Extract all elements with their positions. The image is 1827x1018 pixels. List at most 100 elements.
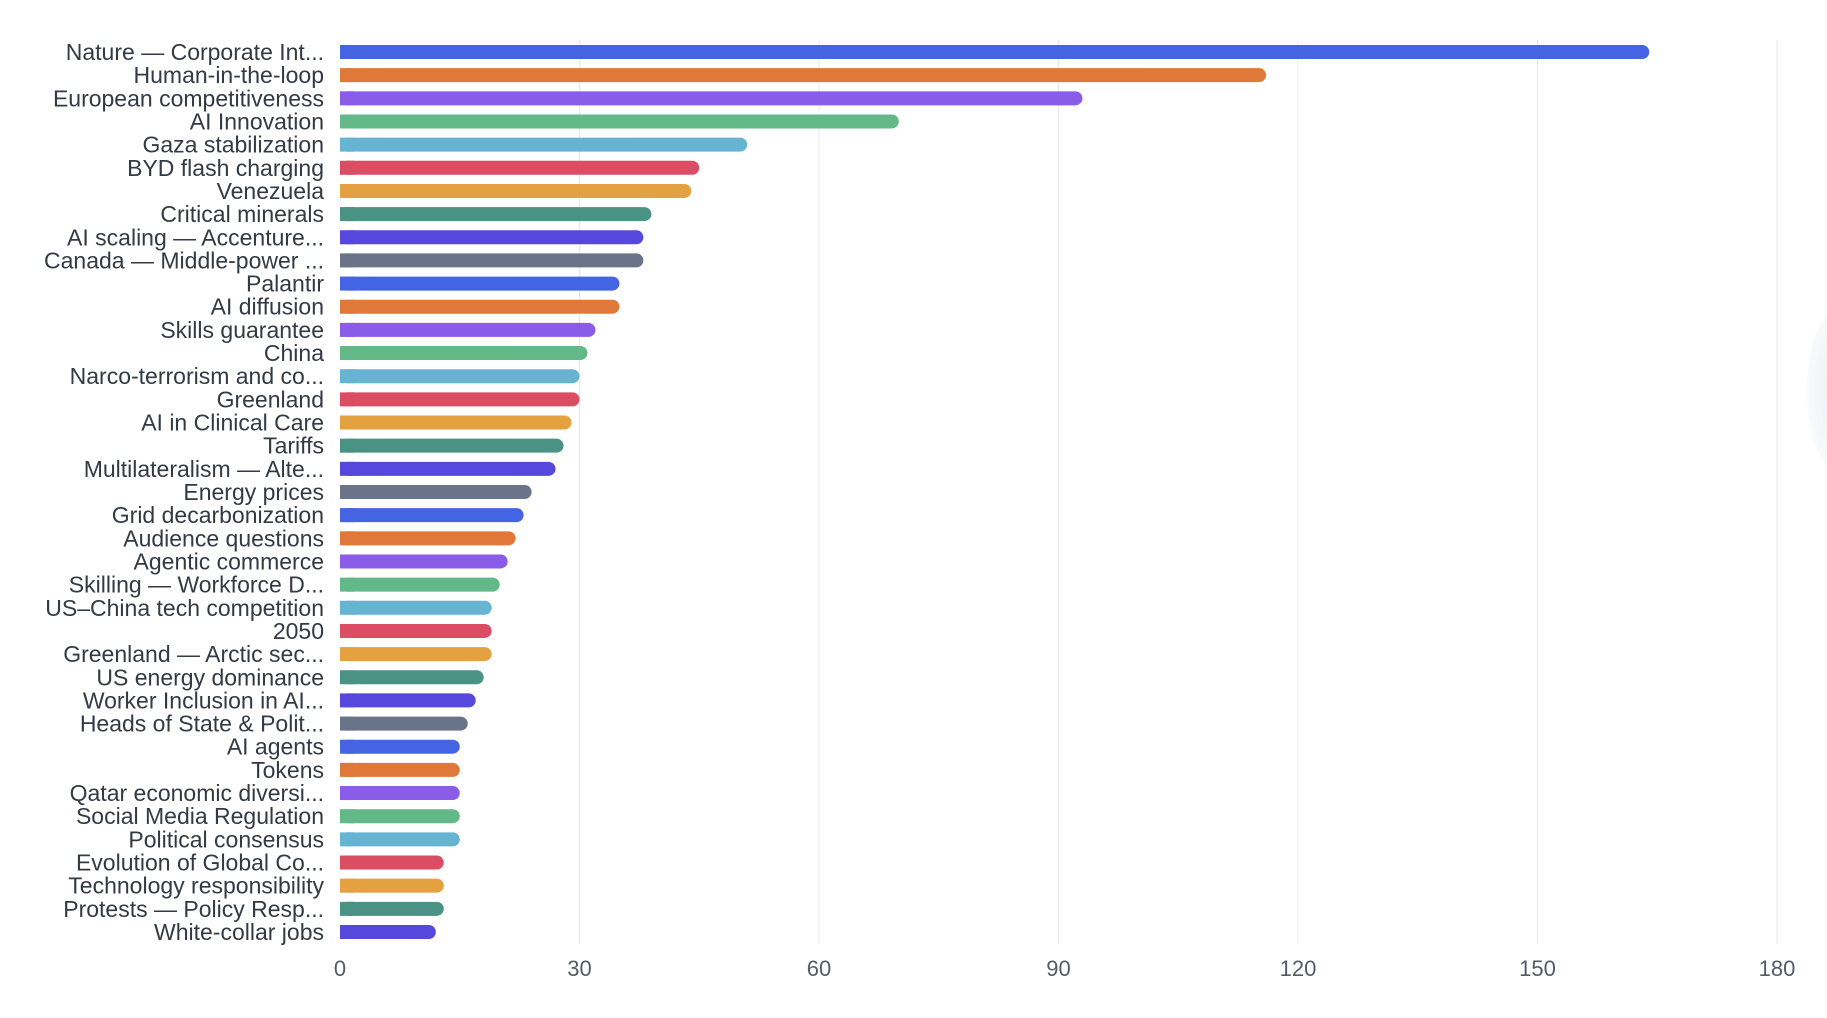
bar[interactable] bbox=[340, 623, 492, 638]
category-label: Human-in-the-loop bbox=[134, 62, 324, 88]
bar-base bbox=[340, 878, 354, 893]
category-label: Audience questions bbox=[123, 525, 324, 551]
bar[interactable] bbox=[340, 531, 516, 546]
x-tick-label: 90 bbox=[1046, 956, 1070, 981]
bar-base bbox=[340, 531, 354, 546]
bar[interactable] bbox=[340, 786, 460, 801]
bar[interactable] bbox=[340, 925, 436, 939]
bar[interactable] bbox=[340, 91, 1083, 106]
x-tick-label: 0 bbox=[334, 956, 346, 981]
bar-base bbox=[340, 809, 354, 824]
bar[interactable] bbox=[340, 438, 564, 453]
category-label: Qatar economic diversi... bbox=[70, 780, 324, 806]
bar[interactable] bbox=[340, 855, 444, 870]
bar[interactable] bbox=[340, 508, 524, 523]
bar-base bbox=[340, 508, 354, 523]
category-label: Social Media Regulation bbox=[76, 803, 324, 829]
category-labels: Nature — Corporate Int...Human-in-the-lo… bbox=[44, 39, 324, 945]
bar-base bbox=[340, 137, 354, 152]
bar-base bbox=[340, 183, 354, 198]
bar-base bbox=[340, 670, 354, 685]
category-label: Energy prices bbox=[183, 479, 324, 505]
x-tick-label: 180 bbox=[1759, 956, 1796, 981]
bar[interactable] bbox=[340, 346, 588, 361]
category-label: AI agents bbox=[227, 734, 324, 760]
bar[interactable] bbox=[340, 253, 644, 268]
bar[interactable] bbox=[340, 670, 484, 685]
bar[interactable] bbox=[340, 68, 1267, 83]
category-label: Tariffs bbox=[263, 433, 324, 459]
category-label: Venezuela bbox=[217, 178, 325, 204]
category-label: Skills guarantee bbox=[160, 317, 324, 343]
bar[interactable] bbox=[340, 647, 492, 662]
category-label: Palantir bbox=[246, 271, 324, 297]
bar-base bbox=[340, 392, 354, 407]
category-label: US energy dominance bbox=[96, 664, 324, 690]
category-label: Protests — Policy Resp... bbox=[63, 896, 324, 922]
bar[interactable] bbox=[340, 762, 460, 777]
bar[interactable] bbox=[340, 183, 692, 198]
bar[interactable] bbox=[340, 207, 652, 222]
category-label: Technology responsibility bbox=[68, 873, 324, 899]
bar[interactable] bbox=[340, 45, 1650, 59]
bar-base bbox=[340, 461, 354, 476]
category-label: AI Innovation bbox=[190, 108, 324, 134]
bar[interactable] bbox=[340, 878, 444, 893]
x-tick-label: 60 bbox=[807, 956, 831, 981]
x-axis-tick-labels: 0 30 60 90 120 150 180 bbox=[334, 956, 1795, 981]
bar[interactable] bbox=[340, 369, 580, 384]
bar-base bbox=[340, 299, 354, 314]
bar[interactable] bbox=[340, 415, 572, 430]
category-label: BYD flash charging bbox=[127, 155, 324, 181]
bar-base bbox=[340, 276, 354, 291]
category-label: Grid decarbonization bbox=[112, 502, 324, 528]
bar-base bbox=[340, 623, 354, 638]
bar[interactable] bbox=[340, 485, 532, 499]
bar[interactable] bbox=[340, 461, 556, 476]
bar[interactable] bbox=[340, 600, 492, 615]
bar-base bbox=[340, 832, 354, 847]
bar[interactable] bbox=[340, 693, 476, 708]
category-label: 2050 bbox=[273, 618, 324, 644]
bar[interactable] bbox=[340, 299, 620, 314]
bar[interactable] bbox=[340, 901, 444, 916]
category-label: Evolution of Global Co... bbox=[76, 850, 324, 876]
bar-base bbox=[340, 369, 354, 384]
bar-base bbox=[340, 207, 354, 222]
category-label: White-collar jobs bbox=[154, 919, 324, 945]
bar-base bbox=[340, 786, 354, 801]
category-label: AI diffusion bbox=[211, 294, 324, 320]
bar-base bbox=[340, 600, 354, 615]
bar-base bbox=[340, 91, 354, 106]
bar[interactable] bbox=[340, 832, 460, 847]
x-tick-label: 30 bbox=[567, 956, 591, 981]
bar[interactable] bbox=[340, 739, 460, 754]
bar[interactable] bbox=[340, 392, 580, 407]
bar-base bbox=[340, 160, 354, 175]
bar[interactable] bbox=[340, 160, 700, 175]
category-label: Greenland bbox=[217, 386, 324, 412]
category-label: China bbox=[264, 340, 324, 366]
bar[interactable] bbox=[340, 276, 620, 291]
bar-base bbox=[340, 253, 354, 268]
bar-base bbox=[340, 322, 354, 337]
bar[interactable] bbox=[340, 137, 748, 152]
bar[interactable] bbox=[340, 809, 460, 824]
bar-base bbox=[340, 45, 354, 59]
bar[interactable] bbox=[340, 322, 596, 337]
category-label: AI in Clinical Care bbox=[141, 410, 324, 436]
category-label: Multilateralism — Alte... bbox=[84, 456, 324, 482]
category-label: Tokens bbox=[251, 757, 324, 783]
bar[interactable] bbox=[340, 716, 468, 731]
bar[interactable] bbox=[340, 554, 508, 569]
category-label: Canada — Middle-power ... bbox=[44, 247, 324, 273]
bar-base bbox=[340, 485, 354, 499]
bar-base bbox=[340, 647, 354, 662]
bar[interactable] bbox=[340, 577, 500, 592]
bar-base bbox=[340, 230, 354, 245]
bar[interactable] bbox=[340, 230, 644, 245]
bar[interactable] bbox=[340, 114, 899, 129]
bar-base bbox=[340, 554, 354, 569]
